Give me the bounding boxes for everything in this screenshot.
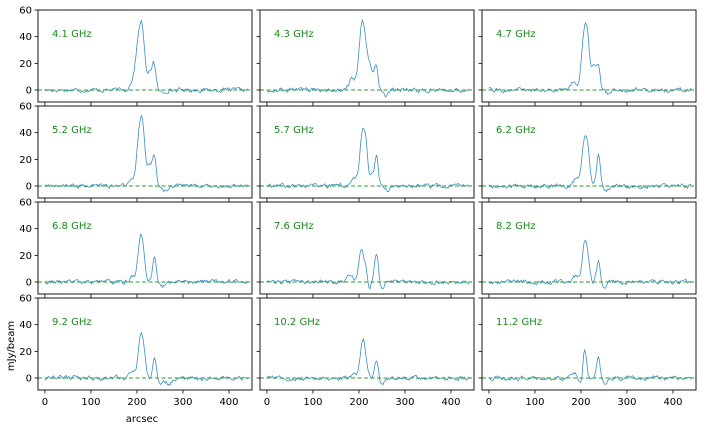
x-tick-label: 100 <box>525 397 544 408</box>
spectrum-line <box>44 331 248 386</box>
panel-9-2-ghz: 9.2 GHz 0 20 40 60 0 100 200 300 400 <box>19 294 253 408</box>
frequency-label: 9.2 GHz <box>52 317 92 328</box>
frequency-label: 10.2 GHz <box>274 317 320 328</box>
y-tick-label: 20 <box>19 347 32 358</box>
x-axis-label: arcsec <box>126 414 158 425</box>
panel-10-2-ghz: 10.2 GHz 0 100 200 300 400 <box>256 297 475 408</box>
panel-8-2-ghz: 8.2 GHz <box>478 201 697 298</box>
y-tick-label: 40 <box>19 320 32 331</box>
x-tick-label: 400 <box>219 397 238 408</box>
x-tick-label: 200 <box>127 397 146 408</box>
spectrum-line <box>266 18 470 98</box>
spectrum-line <box>266 128 470 193</box>
panel-6-2-ghz: 6.2 GHz <box>478 105 697 202</box>
panel-5-7-ghz: 5.7 GHz <box>256 105 475 202</box>
frequency-label: 8.2 GHz <box>496 221 536 232</box>
panel-4-3-ghz: 4.3 GHz <box>256 9 475 106</box>
frequency-label: 5.2 GHz <box>52 125 92 136</box>
y-tick-label: 40 <box>19 128 32 139</box>
x-tick-label: 400 <box>441 397 460 408</box>
y-axis-label: mJy/beam <box>6 321 17 371</box>
panel-6-8-ghz: 6.8 GHz 0 20 40 60 <box>19 198 253 298</box>
spectrum-line <box>488 348 692 385</box>
frequency-label: 5.7 GHz <box>274 125 314 136</box>
y-tick-label: 20 <box>19 251 32 262</box>
x-tick-label: 300 <box>617 397 636 408</box>
x-tick-label: 200 <box>571 397 590 408</box>
panel-7-6-ghz: 7.6 GHz <box>256 201 475 298</box>
frequency-label: 4.3 GHz <box>274 29 314 40</box>
y-tick-label: 20 <box>19 155 32 166</box>
panel-11-2-ghz: 11.2 GHz 0 100 200 300 400 <box>478 297 697 408</box>
x-tick-label: 400 <box>663 397 682 408</box>
x-tick-label: 0 <box>42 397 48 408</box>
panel-frame <box>481 105 697 199</box>
y-tick-label: 60 <box>19 6 32 17</box>
y-tick-label: 20 <box>19 59 32 70</box>
frequency-label: 6.2 GHz <box>496 125 536 136</box>
frequency-label: 6.8 GHz <box>52 221 92 232</box>
x-tick-label: 0 <box>486 397 492 408</box>
y-tick-label: 40 <box>19 224 32 235</box>
frequency-label: 4.1 GHz <box>52 29 92 40</box>
spectrum-line <box>488 21 692 96</box>
spectrum-line <box>488 239 692 289</box>
y-tick-label: 60 <box>19 294 32 305</box>
panel-frame <box>481 297 697 391</box>
panel-frame <box>37 9 253 103</box>
spectrum-line <box>44 233 248 289</box>
panel-frame <box>37 105 253 199</box>
panel-frame <box>259 297 475 391</box>
panel-4-7-ghz: 4.7 GHz <box>478 9 697 106</box>
panel-4-1-ghz: 4.1 GHz 0 20 40 60 <box>19 6 253 106</box>
panel-frame <box>481 9 697 103</box>
frequency-label: 7.6 GHz <box>274 221 314 232</box>
y-tick-label: 0 <box>26 278 32 289</box>
panel-frame <box>259 201 475 295</box>
y-tick-label: 0 <box>26 374 32 385</box>
frequency-label: 4.7 GHz <box>496 29 536 40</box>
panel-5-2-ghz: 5.2 GHz 0 20 40 60 <box>19 102 253 202</box>
x-tick-label: 100 <box>81 397 100 408</box>
x-tick-label: 100 <box>303 397 322 408</box>
y-tick-label: 60 <box>19 198 32 209</box>
x-tick-label: 200 <box>349 397 368 408</box>
panel-frame <box>259 9 475 103</box>
y-tick-label: 0 <box>26 182 32 193</box>
panel-frame <box>259 105 475 199</box>
x-tick-label: 300 <box>173 397 192 408</box>
x-tick-label: 0 <box>264 397 270 408</box>
frequency-label: 11.2 GHz <box>496 317 542 328</box>
y-tick-label: 40 <box>19 32 32 43</box>
spectrum-line <box>266 248 470 290</box>
panel-frame <box>37 297 253 391</box>
y-tick-label: 60 <box>19 102 32 113</box>
x-tick-label: 300 <box>395 397 414 408</box>
panel-frame <box>37 201 253 295</box>
spectrum-line <box>266 338 470 386</box>
y-tick-label: 0 <box>26 86 32 97</box>
panel-frame <box>481 201 697 295</box>
spectrum-line <box>488 135 692 193</box>
